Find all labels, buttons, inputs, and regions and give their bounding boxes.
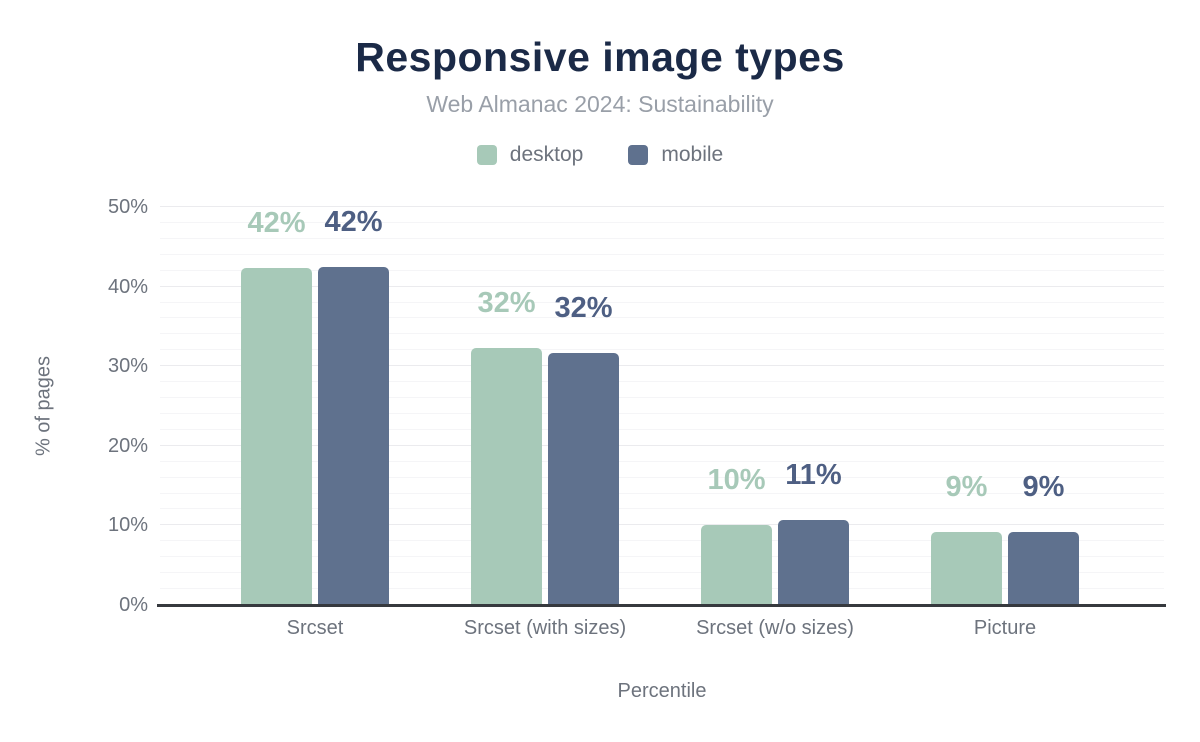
- legend-item-mobile[interactable]: mobile: [628, 143, 723, 167]
- legend-label-desktop: desktop: [509, 143, 584, 166]
- gridline-minor: [160, 540, 1164, 542]
- bar-group-Srcset (w/o sizes): 10% 11%: [660, 207, 890, 605]
- gridline-major: [160, 206, 1164, 207]
- gridline-minor: [160, 301, 1164, 303]
- y-tick-50%: 50%: [107, 196, 148, 218]
- gridline-minor: [160, 476, 1164, 478]
- legend-swatch-mobile: [628, 145, 649, 165]
- gridline-minor: [160, 381, 1164, 383]
- gridline-minor: [160, 269, 1164, 271]
- x-tick-Srcset: Srcset: [286, 617, 344, 639]
- gridline-minor: [160, 317, 1164, 319]
- bar-pair: 42% 42%: [241, 207, 389, 605]
- gridline-major: [160, 524, 1164, 526]
- gridline-minor: [160, 492, 1164, 494]
- gridline-major: [160, 444, 1164, 446]
- y-tick-30%: 30%: [107, 355, 148, 378]
- bar-value-label-desktop-Srcset: 42%: [247, 206, 306, 239]
- gridline-minor: [160, 460, 1164, 462]
- legend-item-desktop[interactable]: desktop: [476, 143, 584, 167]
- bar-desktop-Srcset: 42%: [241, 208, 312, 605]
- bar-group-Picture: 9% 9%: [890, 207, 1120, 605]
- gridline-minor: [160, 349, 1164, 351]
- legend-swatch-desktop: [476, 145, 497, 165]
- gridline-minor: [160, 333, 1164, 335]
- bar-mobile-Srcset (w/o sizes): 11%: [778, 460, 849, 605]
- bar-value-label-desktop-Srcset (with sizes): 32%: [477, 286, 536, 319]
- gridline-minor: [160, 253, 1164, 255]
- bar-pair: 10% 11%: [701, 460, 849, 605]
- bar-value-label-mobile-Picture: 9%: [1022, 470, 1065, 503]
- bar-value-label-mobile-Srcset: 42%: [324, 205, 383, 238]
- x-axis-line: [157, 604, 1166, 607]
- bar-value-label-desktop-Picture: 9%: [945, 470, 988, 503]
- y-tick-40%: 40%: [107, 275, 148, 298]
- legend: desktop mobile: [0, 143, 1200, 167]
- bar-desktop-Picture: 9%: [931, 472, 1002, 605]
- gridline-minor: [160, 221, 1164, 223]
- x-axis-title: Percentile: [617, 680, 707, 702]
- gridline-minor: [160, 397, 1164, 399]
- bar-mobile-Srcset (with sizes): 32%: [548, 293, 619, 605]
- bar-value-label-desktop-Srcset (w/o sizes): 10%: [707, 464, 766, 497]
- bar-pair: 9% 9%: [931, 472, 1079, 605]
- bar-desktop-Srcset (with sizes): 32%: [471, 288, 542, 605]
- gridline-minor: [160, 588, 1164, 590]
- bar-groups: 42% 42% 32% 32% 10% 11% 9% 9%: [200, 207, 1120, 605]
- x-tick-Srcset (with sizes): Srcset (with sizes): [463, 617, 627, 639]
- gridline-minor: [160, 237, 1164, 239]
- bar-desktop-Srcset (w/o sizes): 10%: [701, 466, 772, 605]
- x-axis-labels: Srcset Srcset (with sizes) Srcset (w/o siz…: [200, 617, 1120, 643]
- bar-group-Srcset: 42% 42%: [200, 207, 430, 605]
- gridline-minor: [160, 428, 1164, 430]
- x-tick-Srcset (w/o sizes): Srcset (w/o sizes): [696, 617, 854, 639]
- gridline-minor: [160, 572, 1164, 574]
- y-axis-ticks: 0% 10% 20% 30% 40% 50%: [0, 0, 148, 742]
- x-tick-Picture: Picture: [973, 617, 1037, 639]
- gridline-minor: [160, 508, 1164, 510]
- legend-label-mobile: mobile: [661, 143, 724, 166]
- y-tick-0%: 0%: [119, 594, 148, 616]
- y-tick-10%: 10%: [107, 514, 148, 537]
- bar-pair: 32% 32%: [471, 288, 619, 605]
- bar-value-label-mobile-Srcset (with sizes): 32%: [554, 291, 613, 324]
- chart-subtitle: Web Almanac 2024: Sustainability: [426, 91, 774, 117]
- gridline-minor: [160, 412, 1164, 414]
- gridline-minor: [160, 556, 1164, 558]
- bar-mobile-Srcset: 42%: [318, 207, 389, 605]
- y-tick-20%: 20%: [107, 434, 148, 457]
- bar-mobile-Picture: 9%: [1008, 472, 1079, 605]
- gridline-major: [160, 285, 1164, 287]
- bar-group-Srcset (with sizes): 32% 32%: [430, 207, 660, 605]
- gridline-major: [160, 365, 1164, 367]
- bar-value-label-mobile-Srcset (w/o sizes): 11%: [785, 458, 842, 491]
- plot-area: 42% 42% 32% 32% 10% 11% 9% 9%: [160, 206, 1164, 605]
- chart-title: Responsive image types: [355, 34, 845, 80]
